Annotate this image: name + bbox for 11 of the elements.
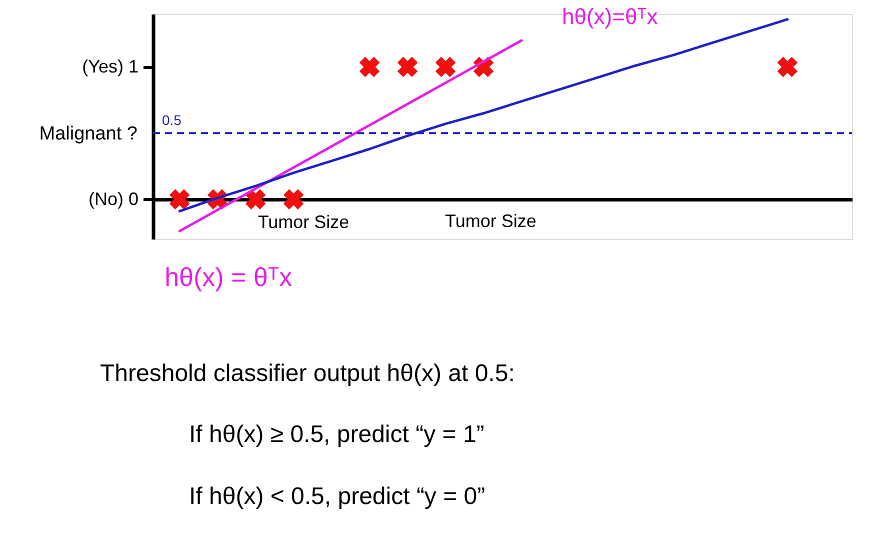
annotation: Tumor Size: [445, 211, 536, 231]
x-axis-title: Tumor Size: [258, 212, 350, 232]
text: If hθ(x) < 0.5, predict “y = 0”: [189, 483, 486, 510]
text: If hθ(x) ≥ 0.5, predict “y = 1”: [189, 421, 484, 448]
y-tick-label: (Yes) 1: [82, 56, 138, 76]
y-tick-label: (No) 0: [88, 188, 138, 209]
annotation: hθ(x)=θᵀx: [562, 4, 658, 29]
y-axis-title: Malignant ?: [39, 124, 138, 145]
series-label: hθ(x) = θᵀx: [164, 262, 292, 292]
text: Threshold classifier output hθ(x) at 0.5:: [100, 360, 515, 387]
ref-line-label: 0.5: [162, 112, 182, 128]
